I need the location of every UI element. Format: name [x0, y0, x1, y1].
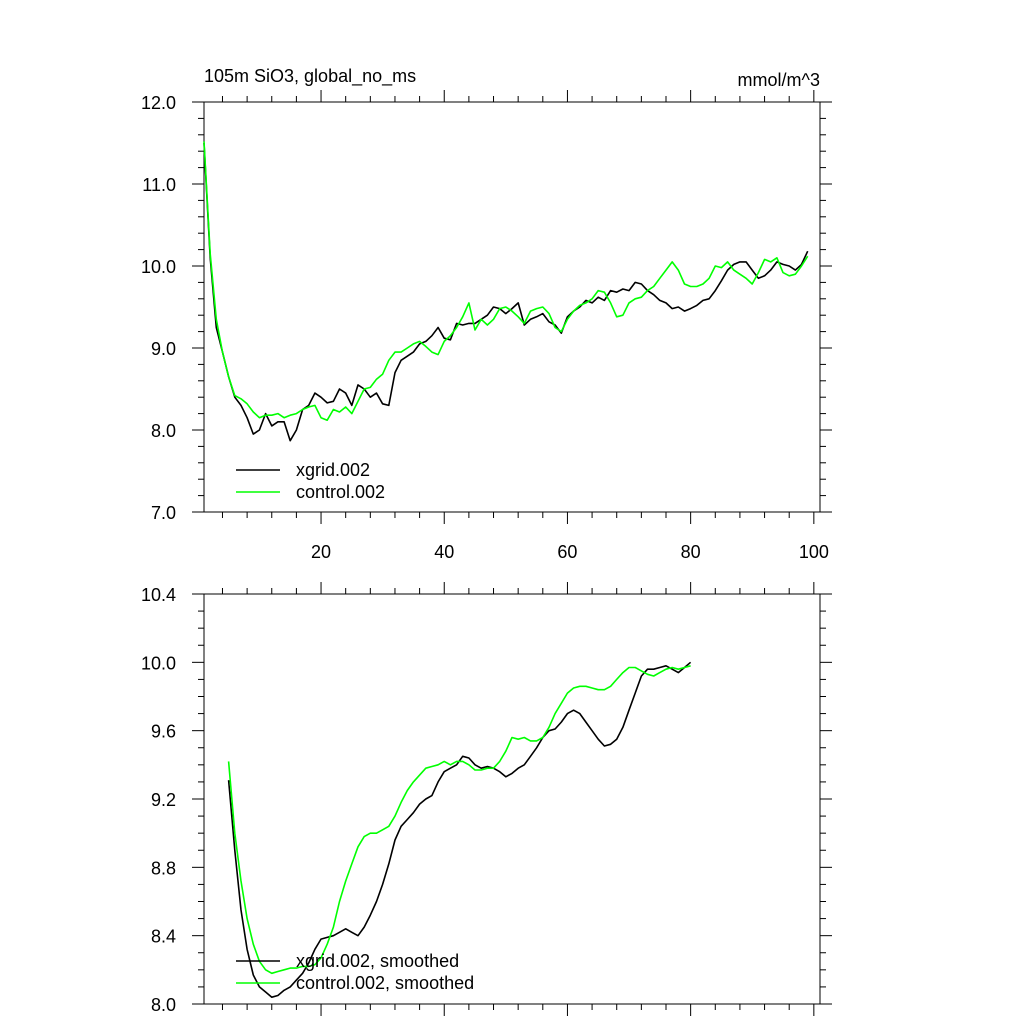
top-legend-label: control.002 — [296, 482, 385, 502]
top-x-tick-label: 20 — [311, 542, 331, 562]
top-series-line-xgrid — [203, 142, 809, 442]
top-x-tick-label: 60 — [557, 542, 577, 562]
bottom-y-tick-label: 9.6 — [151, 722, 176, 742]
top-y-tick-label: 8.0 — [151, 421, 176, 441]
top-chart: 20 40 60 80 100 7.0 8.0 9.0 10.0 11.0 12.0 xgrid.00… — [141, 90, 832, 562]
top-plot-frame — [203, 101, 821, 513]
bottom-plot-frame — [203, 593, 821, 1005]
bottom-chart: 8.0 8.4 8.8 9.2 9.6 10.0 10.4 xgrid.002, smooth… — [141, 582, 832, 1016]
bottom-legend-label: xgrid.002, smoothed — [296, 951, 459, 971]
top-legend-label: xgrid.002 — [296, 460, 370, 480]
bottom-y-tick-label: 9.2 — [151, 790, 176, 810]
top-y-tick-label: 7.0 — [151, 503, 176, 523]
top-chart-units: mmol/m^3 — [738, 70, 820, 90]
top-x-tick-label: 40 — [434, 542, 454, 562]
bottom-y-tick-label: 8.0 — [151, 995, 176, 1015]
top-x-tick-label: 100 — [799, 542, 829, 562]
top-y-tick-label: 11.0 — [142, 175, 176, 195]
bottom-series-line-control — [227, 665, 691, 975]
bottom-series-line-xgrid — [227, 661, 692, 999]
bottom-y-tick-label: 10.4 — [141, 585, 176, 605]
bottom-y-tick-label: 8.4 — [151, 927, 176, 947]
top-chart-title: 105m SiO3, global_no_ms — [204, 66, 416, 87]
top-y-tick-label: 10.0 — [141, 257, 176, 277]
bottom-y-tick-label: 10.0 — [141, 653, 176, 673]
top-y-tick-label: 9.0 — [151, 339, 176, 359]
top-y-tick-label: 12.0 — [141, 93, 176, 113]
top-x-tick-label: 80 — [681, 542, 701, 562]
bottom-legend-label: control.002, smoothed — [296, 973, 474, 993]
top-series-line-control — [203, 141, 809, 422]
bottom-y-tick-label: 8.8 — [151, 858, 176, 878]
